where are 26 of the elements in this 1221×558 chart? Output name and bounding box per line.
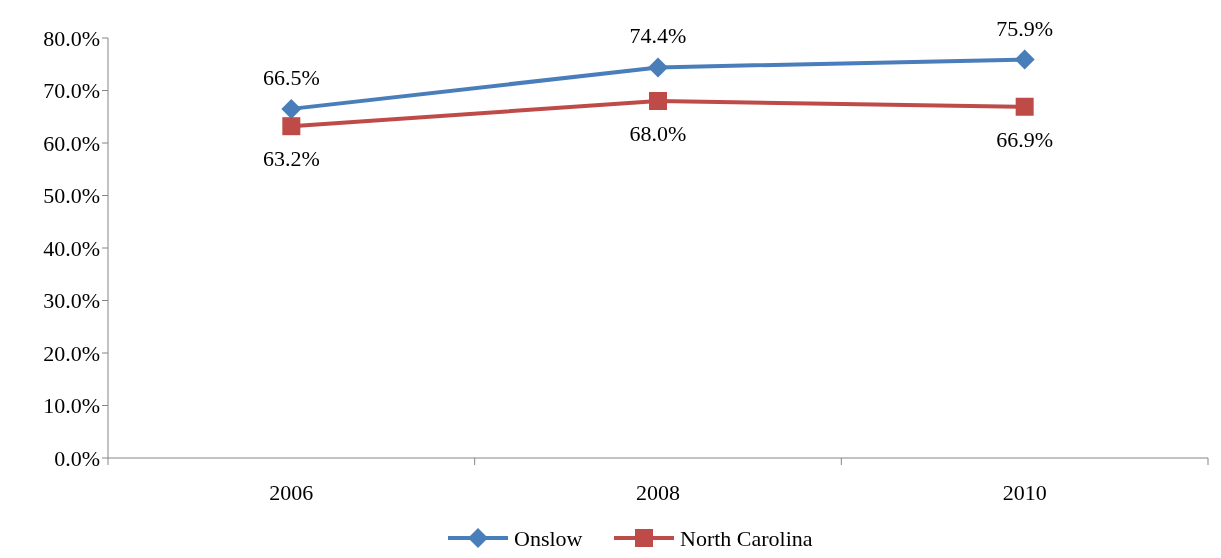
- x-tick-label: 2010: [1002, 480, 1047, 505]
- data-label: 66.5%: [262, 64, 320, 90]
- point: [282, 117, 301, 136]
- y-tick-label: 0.0%: [54, 445, 100, 471]
- y-tick-label: 60.0%: [43, 130, 100, 156]
- x-tick-label: 2006: [269, 480, 314, 505]
- data-label: 63.2%: [262, 146, 320, 172]
- point: [648, 57, 668, 78]
- y-tick-label: 10.0%: [43, 393, 100, 419]
- data-label: 74.4%: [629, 23, 687, 49]
- y-tick-label: 40.0%: [43, 235, 100, 261]
- y-tick-label: 70.0%: [43, 78, 100, 104]
- point: [649, 92, 667, 110]
- point: [281, 98, 302, 119]
- y-tick-label: 20.0%: [43, 340, 100, 366]
- y-tick-label: 30.0%: [43, 288, 100, 314]
- legend-label: North Carolina: [680, 525, 813, 551]
- data-label: 66.9%: [996, 126, 1054, 152]
- data-label: 68.0%: [629, 121, 687, 146]
- y-tick-label: 80.0%: [43, 25, 100, 51]
- y-tick-label: 50.0%: [43, 183, 100, 209]
- data-label: 75.9%: [996, 15, 1054, 41]
- point: [1015, 97, 1034, 116]
- x-tick-label: 2008: [636, 480, 680, 505]
- legend-label: Onslow: [514, 525, 583, 551]
- point: [1014, 49, 1035, 70]
